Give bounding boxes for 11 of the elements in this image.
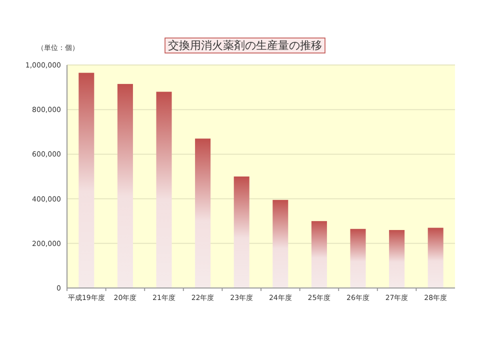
bar bbox=[350, 228, 366, 288]
bar bbox=[78, 72, 94, 288]
bar bbox=[389, 230, 405, 288]
bar bbox=[234, 176, 250, 288]
bar bbox=[156, 92, 172, 288]
bar bbox=[195, 138, 211, 288]
bar bbox=[311, 221, 327, 288]
chart-title: 交換用消火薬剤の生産量の推移 bbox=[168, 39, 322, 52]
bar bbox=[117, 84, 133, 288]
bar bbox=[428, 228, 444, 288]
bar bbox=[272, 200, 288, 288]
